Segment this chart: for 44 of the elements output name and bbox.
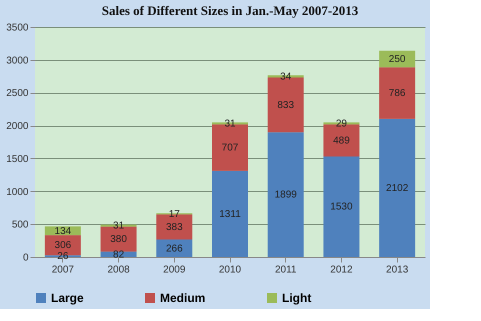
data-label: 786 [388,88,406,100]
data-label: 707 [222,142,239,154]
data-label: 1311 [219,208,242,220]
data-label: 31 [113,220,125,232]
data-label: 82 [113,249,125,260]
data-label: 489 [333,135,350,146]
legend-label: Light [282,291,312,305]
y-tick-label: 3500 [6,22,29,34]
data-label: 134 [54,226,72,237]
data-label: 383 [166,222,184,233]
x-tick-label: 2007 [52,264,74,276]
x-tick-label: 2008 [107,264,130,276]
x-tick-label: 2012 [330,264,353,276]
y-tick-label: 500 [12,220,29,231]
y-tick-label: 2500 [6,88,29,100]
data-label: 306 [54,240,72,252]
data-label: 266 [166,243,184,254]
legend-label: Medium [160,291,206,305]
data-label: 2102 [386,182,409,194]
x-tick-label: 2009 [163,264,186,276]
y-tick-label: 0 [22,252,29,264]
legend-label: Large [51,291,84,305]
x-tick-label: 2010 [218,264,242,276]
bar [379,67,416,119]
data-label: 380 [110,234,128,246]
bar [156,240,192,257]
data-label: 31 [224,118,236,130]
x-tick-label: 2011 [274,264,297,276]
y-tick-label: 3000 [6,55,29,66]
data-label: 833 [277,100,294,111]
data-label: 34 [280,71,292,82]
y-tick-label: 1500 [6,154,29,165]
x-tick-label: 2013 [386,264,409,276]
bar [323,156,360,257]
y-tick-label: 2000 [6,121,29,132]
data-label: 1899 [274,190,298,201]
y-tick-label: 1000 [6,186,29,198]
bar [268,132,304,257]
bar [379,118,416,257]
data-label: 1530 [330,202,353,213]
data-label: 250 [388,54,406,66]
bar [212,170,248,257]
chart-title: Sales of Different Sizes in Jan.-May 2007-2013 [102,3,359,18]
data-label: 29 [336,118,348,130]
